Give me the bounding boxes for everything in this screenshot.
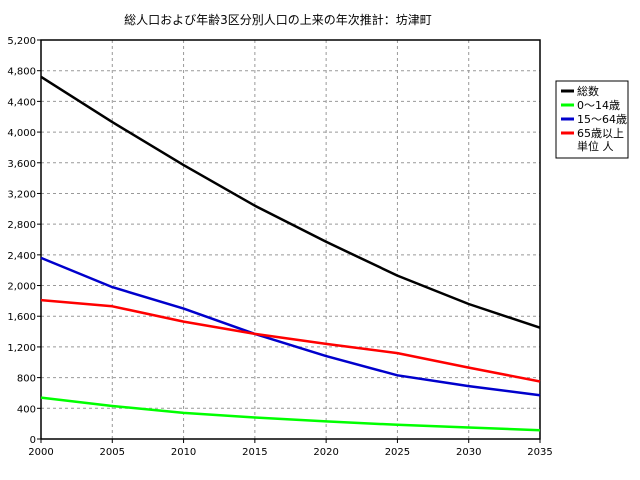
- y-tick-label: 2,800: [7, 220, 36, 231]
- series-line-0: [40, 75, 541, 329]
- x-tick-label: 2005: [100, 447, 125, 458]
- x-tick-label: 2000: [28, 447, 53, 458]
- series-line-2: [40, 256, 541, 397]
- y-tick-label: 2,000: [7, 282, 36, 293]
- x-tick-label: 2035: [527, 447, 552, 458]
- x-tick-label: 2015: [242, 447, 267, 458]
- x-tick-label: 2025: [385, 447, 410, 458]
- y-tick-label: 800: [17, 374, 36, 385]
- y-tick-label: 3,600: [7, 159, 36, 170]
- series-line-3: [40, 298, 541, 383]
- series-lines: [40, 75, 541, 432]
- y-tick-label: 4,000: [7, 128, 36, 139]
- y-tick-label: 3,200: [7, 189, 36, 200]
- y-tick-label: 4,400: [7, 97, 36, 108]
- y-tick-label: 1,600: [7, 312, 36, 323]
- legend-label-0: 総数: [577, 84, 599, 98]
- y-tick-label: 0: [30, 435, 36, 446]
- x-tick-label: 2020: [313, 447, 338, 458]
- legend-label-3: 65歳以上: [577, 127, 624, 140]
- x-tick-label: 2010: [171, 447, 196, 458]
- unit-label: 単位 人: [577, 139, 614, 153]
- y-tick-label: 2,400: [7, 251, 36, 262]
- legend-label-1: 0～14歳: [577, 99, 620, 112]
- chart-title: 総人口および年齢3区分別人口の上来の年次推計：坊津町: [124, 12, 432, 27]
- y-tick-label: 4,800: [7, 67, 36, 78]
- grid: [41, 40, 540, 439]
- y-tick-label: 400: [17, 404, 36, 415]
- x-axis: 2000 2005 2010 2015 2020 2025 2030 2035: [28, 439, 553, 458]
- legend-label-2: 15～64歳: [577, 113, 627, 126]
- series-line-1: [40, 396, 541, 432]
- y-axis: 0 400 800 1,200 1,600 2,000 2,400 2,800 3,200 3,6…: [7, 36, 41, 446]
- x-tick-label: 2030: [456, 447, 481, 458]
- plot-area: [40, 39, 541, 440]
- y-tick-label: 5,200: [7, 36, 36, 47]
- y-tick-label: 1,200: [7, 343, 36, 354]
